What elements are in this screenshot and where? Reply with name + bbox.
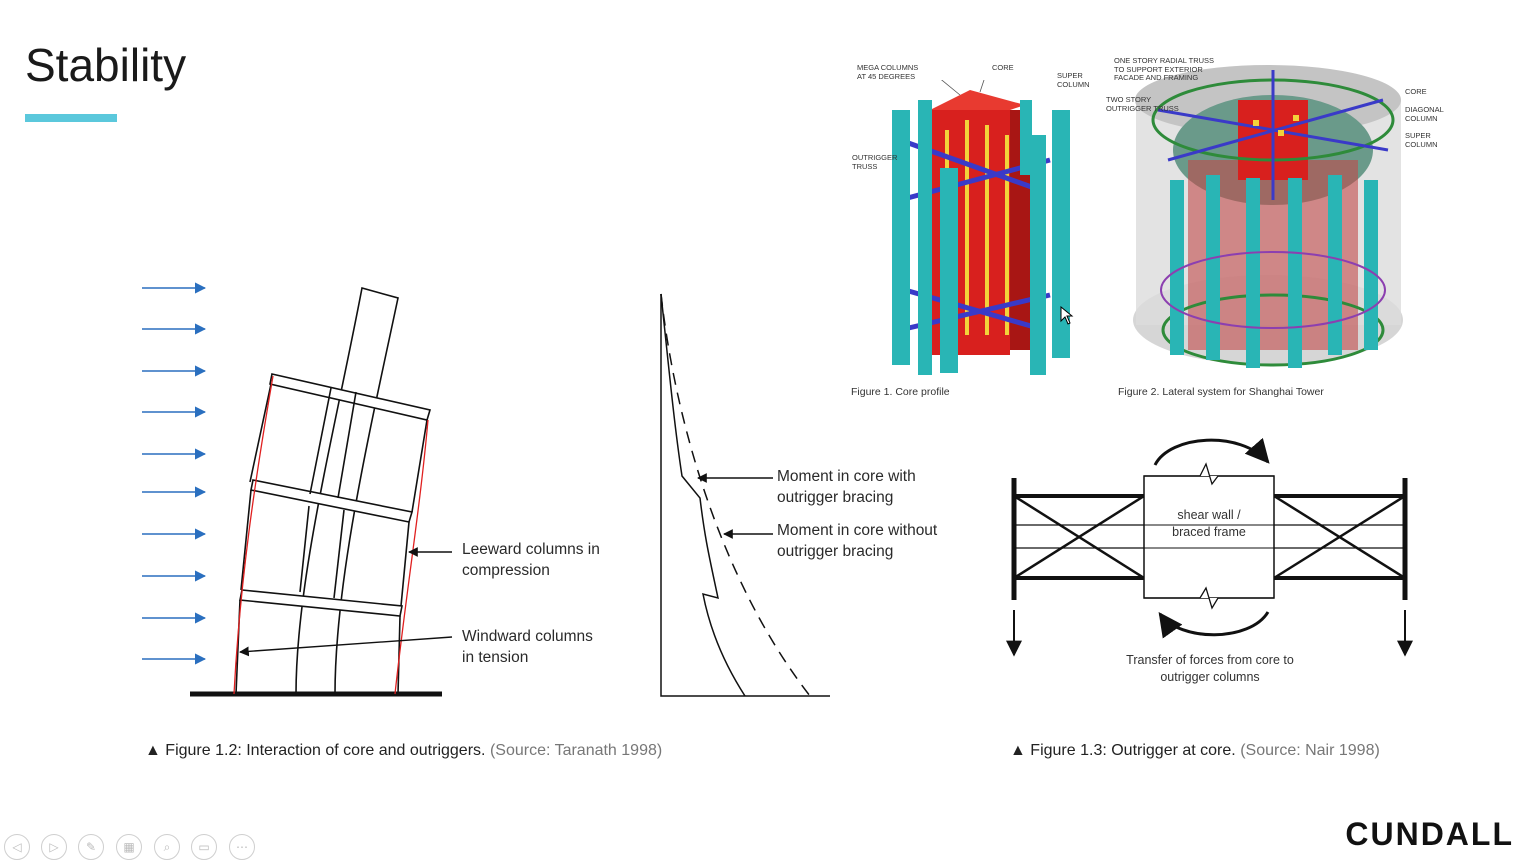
outrigger-top [269, 373, 432, 421]
core-profile-render [892, 80, 1070, 375]
caption-triangle-icon: ▲ [145, 742, 161, 759]
leeward-label-line1: Leeward columns in [462, 541, 600, 558]
fig2-core-label: CORE [1405, 87, 1427, 96]
moment-arrow-bottom [1158, 611, 1270, 639]
fig1-core-label: CORE [992, 63, 1014, 72]
windward-label-line2: in tension [462, 649, 529, 666]
deflected-building [235, 286, 432, 695]
fig1-outrigger-label-line1: OUTRIGGER [852, 153, 898, 162]
fig2-diagonal-label: DIAGONAL COLUMN [1405, 105, 1444, 123]
fig1-outrigger-label-line2: TRUSS [852, 161, 878, 171]
fig1-super-label-line2: COLUMN [1057, 79, 1090, 89]
caption-triangle-icon: ▲ [1010, 742, 1026, 759]
title-accent-bar [25, 114, 117, 122]
more-options-icon[interactable]: ⋯ [229, 834, 255, 860]
fig1-outrigger-label: OUTRIGGER TRUSS [852, 153, 898, 171]
fig1-mega-label-line1: MEGA COLUMNS [857, 63, 919, 72]
shear-wall-label: shear wall / braced frame [1144, 507, 1274, 541]
previous-slide-icon[interactable]: ◁ [4, 834, 30, 860]
cundall-logo: CUNDALL [1345, 816, 1514, 852]
fig2-super-label-line2: COLUMN [1405, 139, 1438, 149]
fig2-two-story-label-line2: OUTRIGGER TRUSS [1106, 103, 1179, 113]
wind-arrows [142, 282, 207, 665]
fig2-radial-label-line1: ONE STORY RADIAL TRUSS [1114, 56, 1215, 65]
transfer-label-line1: Transfer of forces from core to [1126, 653, 1294, 667]
core-box [1143, 475, 1275, 599]
windward-label: Windward columns in tension [462, 626, 593, 668]
moment-without-label: Moment in core without outrigger bracing [777, 520, 937, 562]
outrigger-middle [250, 479, 414, 523]
fig1-mega-label-line2: AT 45 DEGREES [857, 71, 916, 81]
pen-icon[interactable]: ✎ [78, 834, 104, 860]
fig2-two-story-label: TWO STORY OUTRIGGER TRUSS [1106, 95, 1179, 113]
core-3d [892, 90, 1070, 375]
figure-1-2-caption-source: (Source: Taranath 1998) [489, 742, 663, 759]
mouse-cursor-icon [1060, 306, 1074, 325]
transfer-label-line2: outrigger columns [1160, 670, 1260, 684]
outrigger-bottom [239, 589, 403, 617]
fig2-super-label-line1: SUPER [1405, 131, 1431, 140]
figure-1-2-caption-text: Figure 1.2: Interaction of core and outr… [165, 742, 486, 759]
fig1-mega-label: MEGA COLUMNS AT 45 DEGREES [857, 63, 919, 81]
moment-diagram [660, 293, 830, 697]
windward-label-line1: Windward columns [462, 628, 593, 645]
fig2-radial-label: ONE STORY RADIAL TRUSS TO SUPPORT EXTERI… [1114, 56, 1215, 83]
shear-wall-label-line2: braced frame [1172, 525, 1246, 539]
moment-with-label-line1: Moment in core with [777, 468, 916, 485]
moment-without-outrigger [660, 293, 811, 697]
figure-1-3-caption: ▲ Figure 1.3: Outrigger at core. (Source… [1010, 742, 1380, 760]
moment-with-label: Moment in core with outrigger bracing [777, 466, 916, 508]
fig2-two-story-label-line1: TWO STORY [1106, 95, 1152, 104]
moment-axes [660, 294, 830, 697]
core-outrigger-interaction-diagram [142, 282, 830, 697]
windward-pointer [239, 636, 453, 657]
subtitles-icon[interactable]: ▭ [191, 834, 217, 860]
leeward-label-line2: compression [462, 562, 550, 579]
figure-1-3-caption-text: Figure 1.3: Outrigger at core. [1030, 742, 1236, 759]
zoom-icon[interactable]: ⌕ [154, 834, 180, 860]
figure-2-caption: Figure 2. Lateral system for Shanghai To… [1118, 386, 1324, 398]
windward-column [233, 375, 274, 695]
fig2-super-label: SUPER COLUMN [1405, 131, 1438, 149]
moment-with-outrigger [660, 293, 746, 697]
moment-arrow-top [1153, 437, 1270, 466]
leeward-label: Leeward columns in compression [462, 539, 600, 581]
moment-without-label-line1: Moment in core without [777, 522, 938, 539]
slides-grid-icon[interactable]: ▦ [116, 834, 142, 860]
core-shaft [295, 286, 399, 695]
fig2-diagonal-label-line2: COLUMN [1405, 113, 1438, 123]
next-slide-icon[interactable]: ▷ [41, 834, 67, 860]
outrigger-at-core-diagram [1006, 437, 1413, 657]
shanghai-tower-render [1133, 65, 1403, 368]
moment-with-label-line2: outrigger bracing [777, 489, 894, 506]
fig1-super-label-line1: SUPER [1057, 71, 1083, 80]
slide-title: Stability [25, 39, 187, 91]
leeward-column [394, 419, 429, 695]
fig2-diagonal-label-line1: DIAGONAL [1405, 105, 1444, 114]
moment-without-label-line2: outrigger bracing [777, 543, 894, 560]
figure-1-2-caption: ▲ Figure 1.2: Interaction of core and ou… [145, 742, 662, 760]
fig2-radial-label-line3: FACADE AND FRAMING [1114, 73, 1199, 82]
figure-1-3-caption-source: (Source: Nair 1998) [1240, 742, 1380, 759]
fig2-radial-label-line2: TO SUPPORT EXTERIOR [1114, 64, 1203, 74]
shear-wall-label-line1: shear wall / [1177, 508, 1241, 522]
transfer-label: Transfer of forces from core to outrigge… [1090, 652, 1330, 686]
figure-1-caption: Figure 1. Core profile [851, 386, 950, 398]
fig1-super-label: SUPER COLUMN [1057, 71, 1090, 89]
